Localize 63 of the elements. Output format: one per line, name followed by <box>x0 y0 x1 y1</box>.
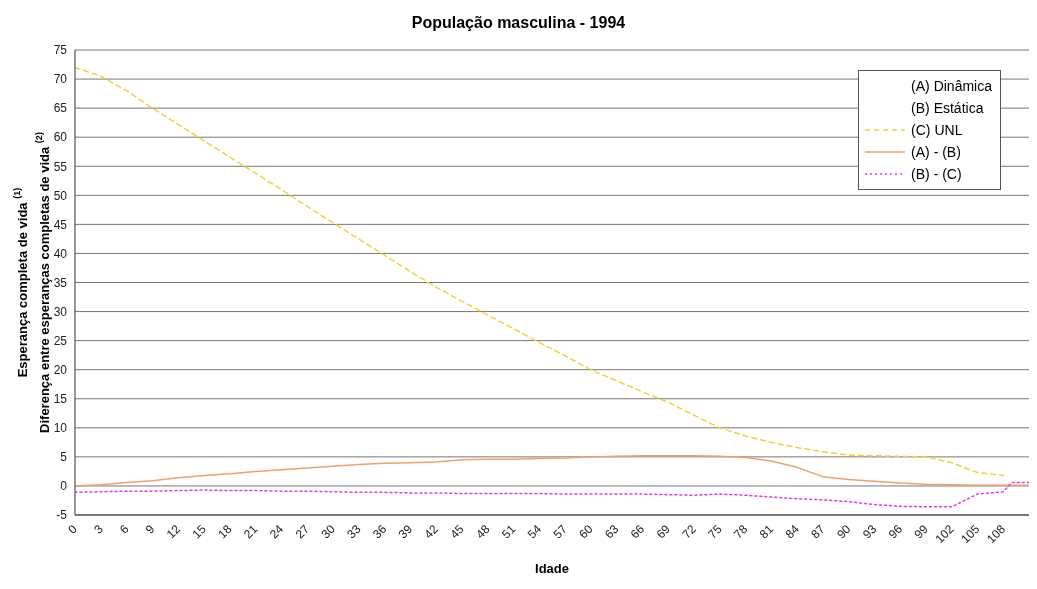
x-tick-label: 78 <box>730 521 751 542</box>
x-tick-label: 21 <box>241 521 261 542</box>
x-tick-label: 12 <box>163 521 184 542</box>
x-tick-label: 69 <box>653 521 674 542</box>
y-tick-label: 70 <box>53 72 68 87</box>
x-tick-label: 57 <box>550 521 571 542</box>
x-tick-label: 51 <box>498 521 519 542</box>
x-tick-label: 87 <box>808 521 828 542</box>
y-tick-label: 55 <box>53 159 68 174</box>
x-tick-label: 72 <box>679 521 699 542</box>
x-tick-label: 96 <box>885 521 906 542</box>
y-tick-label: 65 <box>53 101 68 116</box>
x-tick-label: 81 <box>756 521 777 542</box>
x-tick-label: 39 <box>395 521 416 542</box>
x-axis-title: Idade <box>535 561 569 576</box>
y-tick-label: 30 <box>53 304 68 319</box>
x-tick-label: 9 <box>142 521 158 537</box>
text: (B) Estática <box>911 99 984 118</box>
y-tick-label: 0 <box>60 479 68 494</box>
y-tick-label: 50 <box>53 188 68 203</box>
x-tick-label: 30 <box>318 521 339 542</box>
x-tick-label: 102 <box>932 521 957 547</box>
y-tick-label: 45 <box>53 217 68 232</box>
x-tick-label: 15 <box>189 521 210 542</box>
line-series <box>75 481 1029 508</box>
y-tick-label: 40 <box>53 246 68 261</box>
x-tick-label: 105 <box>958 521 983 547</box>
x-tick-label: 18 <box>215 521 235 542</box>
line-series <box>75 66 1004 477</box>
y-tick-label: 60 <box>53 130 68 145</box>
y-tick-label: 10 <box>53 421 68 436</box>
y-tick-label: 75 <box>53 43 68 58</box>
x-tick-label: 66 <box>627 521 648 542</box>
legend-label: (A) - (B) <box>911 143 961 162</box>
x-tick-label: 6 <box>116 521 132 537</box>
x-tick-label: 108 <box>984 521 1009 547</box>
x-tick-label: 45 <box>447 521 467 542</box>
y-tick-label: 5 <box>60 450 68 465</box>
x-tick-label: 27 <box>292 521 313 542</box>
x-tick-label: 60 <box>576 521 596 542</box>
y-tick-label: 20 <box>53 362 68 377</box>
y-tick-label: 25 <box>53 333 68 348</box>
x-tick-label: 36 <box>370 521 390 542</box>
x-tick-label: 75 <box>705 521 725 542</box>
x-tick-label: 48 <box>473 521 493 542</box>
x-tick-label: 63 <box>602 521 622 542</box>
x-tick-label: 33 <box>344 521 364 542</box>
x-tick-label: 93 <box>859 521 880 542</box>
x-tick-label: 84 <box>782 521 803 542</box>
x-tick-label: 99 <box>911 521 932 542</box>
x-tick-label: 90 <box>834 521 854 542</box>
x-tick-label: 24 <box>266 521 287 542</box>
line-series <box>75 454 1029 487</box>
chart-title: População masculina - 1994 <box>410 14 627 32</box>
y-tick-label: 15 <box>53 392 68 407</box>
y-tick-label: 35 <box>53 275 68 290</box>
x-tick-label: 42 <box>421 521 442 542</box>
legend-label: (B) - (C) <box>911 165 962 184</box>
x-tick-label: 3 <box>91 521 106 537</box>
x-tick-label: 54 <box>524 521 545 542</box>
text: (A) Dinâmica <box>911 77 992 96</box>
legend-label: (C) UNL <box>911 121 963 140</box>
y-tick-label: -5 <box>56 508 68 523</box>
